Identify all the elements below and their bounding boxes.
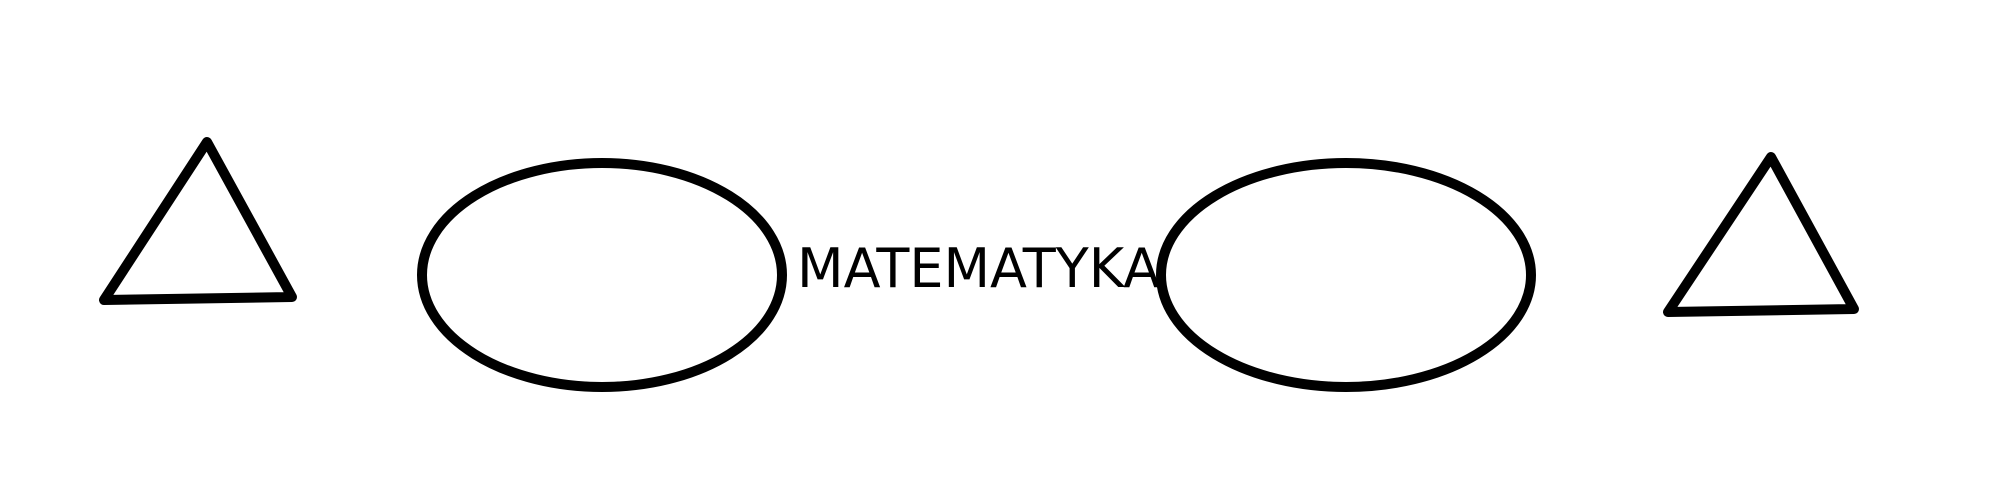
left-ellipse <box>417 158 787 392</box>
right-ellipse <box>1156 158 1536 392</box>
center-label: MATEMATYKA <box>797 237 1160 300</box>
right-triangle <box>1663 152 1859 317</box>
left-triangle <box>99 137 297 305</box>
